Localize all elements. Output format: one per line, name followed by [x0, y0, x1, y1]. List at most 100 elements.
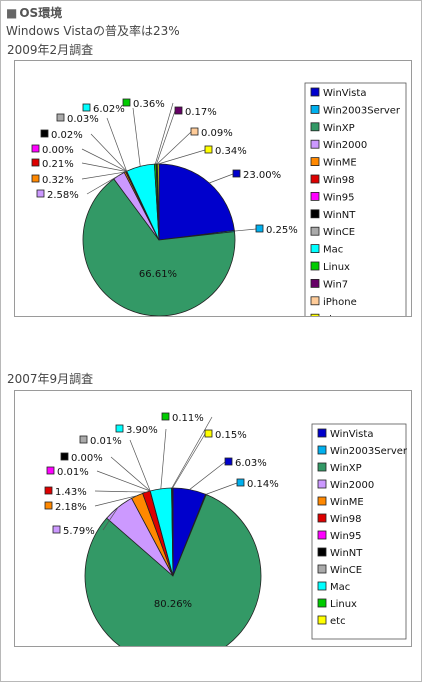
legend-swatch-winnt [317, 547, 327, 557]
leader-line-winnt [110, 456, 151, 492]
slice-label-winxp: 66.61% [139, 269, 177, 280]
slice-label-swatch-etc [204, 429, 213, 438]
slice-label-mac: 3.90% [126, 425, 158, 436]
legend-swatch-winme [317, 496, 327, 506]
slice-label-win98: 0.21% [42, 159, 74, 170]
legend-item-winnt: WinNT [330, 548, 363, 559]
slice-label-win2003server: 0.25% [266, 225, 298, 236]
slice-label-swatch-winnt [60, 452, 69, 461]
legend-item-wince: WinCE [330, 565, 362, 576]
slice-label-swatch-wince [79, 435, 88, 444]
leader-line-win7 [156, 110, 176, 165]
legend-swatch-wince [317, 564, 327, 574]
legend-swatch-win95 [317, 530, 327, 540]
legend: WinVista Win2003Server WinXP Win2000 WinME Wi… [304, 82, 407, 316]
slice-label-swatch-winnt [40, 129, 49, 138]
legend-swatch-winvista [310, 87, 320, 97]
legend-item-etc: etc [330, 616, 346, 627]
leader-line-linux [171, 416, 213, 489]
slice-label-winnt: 0.02% [51, 130, 83, 141]
legend-item-iphone: iPhone [323, 297, 357, 308]
slice-label-linux: 0.36% [133, 99, 165, 110]
section-title: ■ OS環境 [6, 5, 180, 21]
legend-item-wince: WinCE [323, 227, 355, 238]
legend-swatch-mac [317, 581, 327, 591]
leader-line-linux [154, 102, 174, 165]
slice-label-swatch-mac [115, 424, 124, 433]
leader-line-win95 [96, 470, 151, 492]
slice-label-iphone: 0.09% [201, 128, 233, 139]
slice-label-linux: 0.11% [172, 413, 204, 424]
legend-swatch-iphone [310, 296, 320, 306]
legend-item-linux: Linux [330, 599, 357, 610]
slice-label-winxp: 80.26% [154, 599, 192, 610]
legend-swatch-winxp [317, 462, 327, 472]
leader-line-win98 [94, 490, 147, 493]
slice-label-winvista: 6.03% [235, 458, 267, 469]
slice-labels: 6.03% 0.14% 80.26% 5.79% 2.18% 1.43% 0.01% 0.00… [44, 412, 279, 610]
slice-label-swatch-winvista [224, 457, 233, 466]
pie-chart-2007-svg: 6.03% 0.14% 80.26% 5.79% 2.18% 1.43% 0.01% 0.00… [44, 412, 408, 646]
legend-item-etc: etc [323, 314, 339, 316]
slice-label-swatch-mac [82, 103, 91, 112]
legend-item-win98: Win98 [330, 514, 362, 525]
legend-swatch-win98 [310, 174, 320, 184]
leader-line-mac [132, 107, 141, 167]
slice-label-swatch-winme [44, 501, 53, 510]
chart-title-2007: 2007年9月調査 [7, 372, 94, 386]
slice-label-swatch-wince [56, 113, 65, 122]
slice-label-winvista: 23.00% [243, 170, 281, 181]
legend-item-linux: Linux [323, 262, 350, 273]
leader-line-iphone [156, 131, 192, 165]
legend-item-winnt: WinNT [323, 210, 356, 221]
legend-swatch-win2000 [310, 139, 320, 149]
legend-box [311, 423, 407, 640]
leader-line-winnt [90, 133, 127, 172]
leader-line-etc [158, 149, 206, 165]
slice-label-wince: 0.01% [90, 436, 122, 447]
slice-label-winme: 2.18% [55, 502, 87, 513]
legend-swatch-win2003server [310, 105, 320, 114]
legend-item-win95: Win95 [323, 192, 355, 203]
header: ■ OS環境 Windows Vistaの普及率は23% [6, 5, 180, 39]
legend-item-winme: WinME [330, 497, 364, 508]
slice-label-swatch-win95 [31, 144, 40, 153]
legend-swatch-mac [310, 244, 320, 254]
legend-swatch-win7 [310, 278, 320, 288]
label-leaders [94, 416, 238, 531]
slice-label-etc: 0.34% [215, 146, 247, 157]
legend-item-win2003server: Win2003Server [323, 105, 401, 116]
leader-line-winvista [189, 461, 226, 490]
leader-line-wince [106, 117, 127, 172]
slice-label-swatch-win2000 [52, 525, 61, 534]
slice-label-win2000: 2.58% [47, 190, 79, 201]
chart-title-2009: 2009年2月調査 [7, 43, 94, 57]
slice-winvista [158, 163, 235, 241]
leader-line-wince [129, 439, 151, 492]
slice-label-swatch-win2000 [36, 189, 45, 198]
pie-chart-2009: 23.00% 0.25% 66.61% 2.58% 0.32% 0.21% 0.00% 0.0… [14, 60, 412, 317]
slice-label-win7: 0.17% [185, 107, 217, 118]
leader-line-win98 [81, 162, 127, 172]
section-title-text: OS環境 [19, 6, 63, 20]
leader-line-win95 [81, 148, 127, 172]
legend-swatch-win2000 [317, 479, 327, 489]
legend-item-winvista: WinVista [330, 429, 373, 440]
pie-slices [82, 163, 236, 316]
leader-line-win2000 [86, 175, 120, 195]
pie-chart-2007: 6.03% 0.14% 80.26% 5.79% 2.18% 1.43% 0.01% 0.00… [14, 390, 412, 647]
leader-line-winme [81, 171, 125, 180]
leader-line-win2003server [234, 228, 257, 232]
leader-line-win2000 [102, 506, 119, 531]
slice-label-swatch-win7 [174, 106, 183, 115]
leader-line-winme [94, 495, 138, 507]
slice-label-win2000: 5.79% [63, 526, 95, 537]
legend-item-winxp: WinXP [323, 123, 355, 134]
slice-label-win98: 1.43% [55, 487, 87, 498]
slice-label-swatch-winme [31, 174, 40, 183]
slice-label-winnt: 0.00% [71, 453, 103, 464]
legend-swatch-winvista [317, 428, 327, 438]
legend-swatch-linux [310, 261, 320, 271]
legend-item-win2003server: Win2003Server [330, 446, 408, 457]
